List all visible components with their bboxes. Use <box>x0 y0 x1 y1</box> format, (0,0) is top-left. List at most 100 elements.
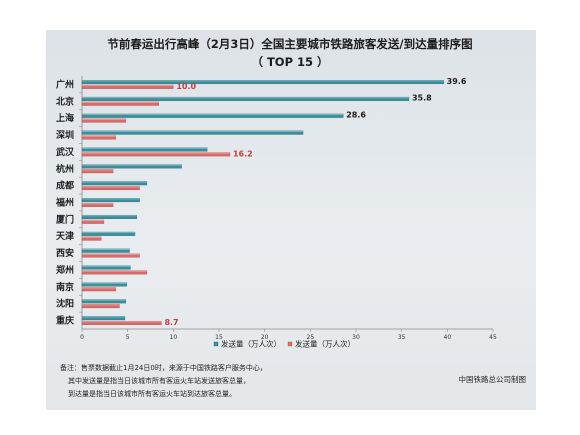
bar-body <box>81 219 105 224</box>
bar-body <box>81 320 162 325</box>
bar-body <box>81 231 136 236</box>
bar-body <box>81 96 410 101</box>
bar-highlight <box>82 253 140 255</box>
arrive-bar <box>81 186 140 191</box>
bar-highlight <box>82 287 116 289</box>
chart-title: 节前春运出行高峰（2月3日）全国主要城市铁路旅客发送/到达量排序图 <box>107 37 472 51</box>
bar-body <box>81 202 114 207</box>
legend: 发送量（万人次） 发送量（万人次） <box>213 339 355 349</box>
arrive-bar <box>81 287 116 292</box>
bar-highlight <box>82 113 344 116</box>
send-bar <box>81 248 130 253</box>
bar-body <box>81 147 208 152</box>
send-bar <box>81 214 137 219</box>
bar-body <box>81 282 127 287</box>
bar-body <box>81 118 127 123</box>
data-label: 16.2 <box>233 150 253 159</box>
send-bar <box>81 231 136 236</box>
bar-highlight <box>82 304 120 306</box>
category-label: 杭州 <box>56 163 74 175</box>
x-tick-label: 5 <box>126 334 130 341</box>
send-bar <box>81 299 127 304</box>
chart-subtitle: （ TOP 15 ） <box>251 55 328 69</box>
bar-body <box>81 287 116 292</box>
bar-body <box>81 236 102 241</box>
send-bar <box>81 198 140 203</box>
bar-highlight <box>82 135 116 137</box>
bar-body <box>81 304 120 309</box>
x-tick-label: 30 <box>352 334 360 341</box>
x-tick-label: 15 <box>215 334 223 341</box>
bar-highlight <box>82 316 125 318</box>
bar-body <box>81 101 159 106</box>
arrive-bar <box>81 270 148 275</box>
arrive-bar <box>81 101 159 106</box>
x-tick-label: 10 <box>170 334 178 341</box>
bar-highlight <box>82 248 130 250</box>
bar-body <box>81 299 127 304</box>
bar-body <box>81 135 116 140</box>
category-label: 福州 <box>55 197 74 209</box>
send-bar <box>81 265 131 270</box>
data-label: 35.8 <box>412 94 432 103</box>
category-label: 南京 <box>56 281 74 293</box>
arrive-bar <box>81 304 120 309</box>
bar-body <box>81 316 126 321</box>
arrive-bar <box>81 169 114 174</box>
category-label: 深圳 <box>56 129 74 141</box>
bar-highlight <box>82 219 104 222</box>
source-credit: 中国铁路总公司制图 <box>459 374 527 384</box>
bar-highlight <box>82 169 114 171</box>
arrive-bar <box>81 84 174 89</box>
arrive-bar <box>81 320 162 325</box>
bar-highlight <box>82 85 174 87</box>
bar-highlight <box>82 203 114 205</box>
category-label: 沈阳 <box>56 298 74 310</box>
data-label: 10.0 <box>176 82 196 91</box>
x-tick-label: 20 <box>261 334 269 341</box>
legend-swatch <box>213 341 219 347</box>
bar-body <box>81 113 344 118</box>
category-label: 重庆 <box>56 315 74 327</box>
bar-highlight <box>82 265 131 267</box>
legend-label: 发送量（万人次） <box>295 339 355 349</box>
x-tick-label: 35 <box>398 334 406 341</box>
bar-body <box>81 253 140 258</box>
category-label: 广州 <box>56 78 74 90</box>
bar-body <box>81 214 137 219</box>
footnote-line-3: 到达量是指当日该城市所有客运火车站到达旅客总量。 <box>68 389 236 398</box>
send-bar <box>81 282 127 287</box>
send-bar <box>81 130 304 135</box>
send-bar <box>81 147 208 152</box>
bar-highlight <box>82 198 140 200</box>
x-tick-label: 45 <box>489 334 497 341</box>
bar-highlight <box>82 152 230 154</box>
bar-highlight <box>82 181 147 183</box>
bar-highlight <box>82 236 102 238</box>
bar-body <box>81 270 148 275</box>
bar-body <box>81 84 174 89</box>
bar-highlight <box>82 147 208 149</box>
bar-highlight <box>82 270 147 272</box>
category-label: 天津 <box>56 230 74 242</box>
legend-swatch <box>287 341 293 347</box>
bar-highlight <box>82 101 159 103</box>
data-label: 39.6 <box>447 77 467 86</box>
bar-highlight <box>82 299 126 301</box>
category-label: 武汉 <box>56 146 75 158</box>
bar-highlight <box>82 164 182 166</box>
bar-highlight <box>82 232 135 234</box>
bar-highlight <box>82 80 444 82</box>
category-label: 成都 <box>56 180 74 192</box>
category-label: 厦门 <box>56 213 74 225</box>
bar-highlight <box>82 321 162 323</box>
bar-body <box>81 164 182 169</box>
send-bar <box>81 80 444 85</box>
bar-body <box>81 169 114 174</box>
bar-body <box>81 130 304 135</box>
data-label: 8.7 <box>164 318 178 327</box>
data-label: 28.6 <box>346 111 366 120</box>
bar-highlight <box>82 118 126 120</box>
